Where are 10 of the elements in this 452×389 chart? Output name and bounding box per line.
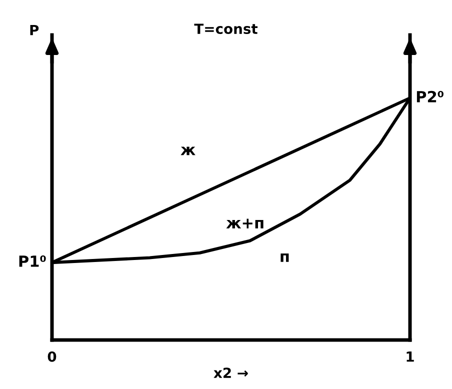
annotation: п xyxy=(280,254,289,262)
x-tick-label: 1 xyxy=(406,352,414,362)
annotation: P1⁰ xyxy=(19,255,46,267)
chart-title: T=const xyxy=(194,24,258,34)
annotation: ж+п xyxy=(226,218,264,228)
x-tick-label: 0 xyxy=(48,351,56,362)
annotation: ж xyxy=(180,146,196,156)
annotation: P2⁰ xyxy=(416,90,444,102)
x-axis-title: x2 → xyxy=(214,368,248,378)
y-axis-title: P xyxy=(30,25,39,36)
